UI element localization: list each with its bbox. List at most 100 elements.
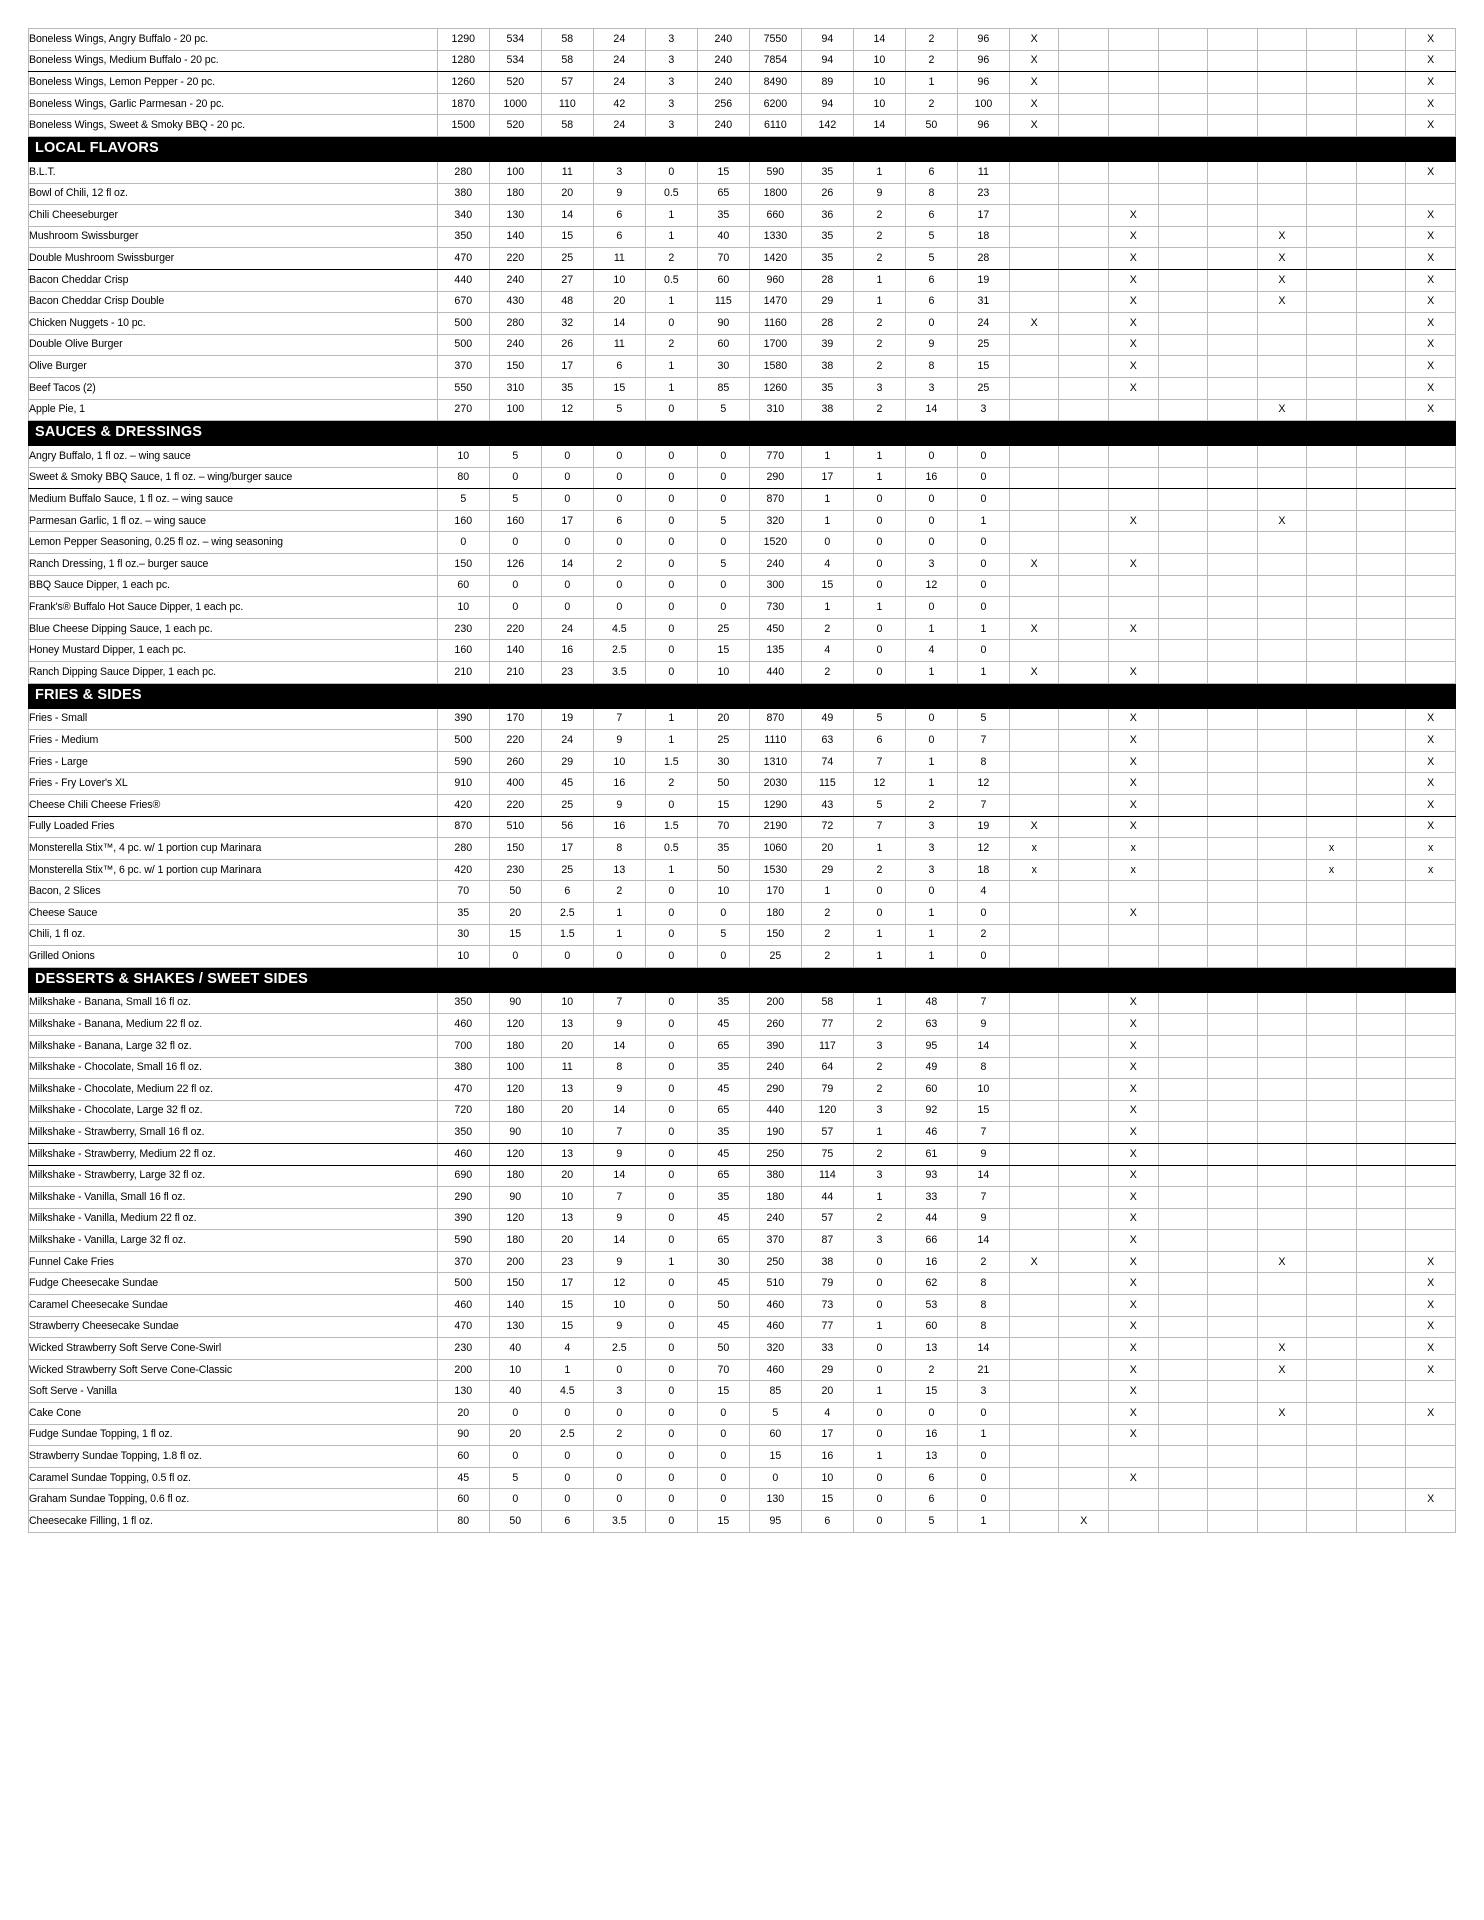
allergen-empty	[1355, 1294, 1407, 1317]
nutrient-value: 20	[696, 707, 750, 731]
allergen-empty	[1008, 1488, 1060, 1511]
nutrient-value: 45	[696, 1272, 750, 1296]
nutrient-value: 240	[696, 71, 750, 94]
allergen-empty	[1058, 333, 1110, 357]
allergen-empty	[1008, 596, 1060, 619]
allergen-empty	[1108, 182, 1159, 206]
nutrient-value: 0	[644, 1358, 698, 1382]
table-row: Double Mushroom Swissburger 470 220 25 11 2 70…	[28, 247, 1456, 270]
allergen-empty	[1058, 49, 1110, 73]
allergen-mark: X	[1108, 901, 1159, 925]
nutrient-value: 65	[696, 182, 750, 206]
allergen-empty	[1207, 923, 1258, 947]
nutrient-value: 260	[748, 1013, 802, 1036]
nutrient-value: 30	[696, 355, 750, 378]
nutrient-value: 1310	[748, 750, 802, 774]
allergen-mark: X	[1008, 617, 1060, 641]
allergen-empty	[1108, 466, 1159, 490]
allergen-empty	[1306, 268, 1357, 292]
nutrient-value: 1	[956, 661, 1010, 684]
allergen-empty	[1256, 1423, 1308, 1447]
nutrient-value: 210	[436, 661, 490, 684]
allergen-empty	[1405, 1229, 1456, 1252]
nutrient-value: 96	[956, 71, 1010, 94]
nutrient-value: 150	[488, 837, 542, 860]
allergen-empty	[1058, 1164, 1110, 1188]
nutrient-value: 65	[696, 1034, 750, 1058]
nutrient-value: 0	[696, 1402, 750, 1425]
allergen-mark: X	[1008, 92, 1060, 116]
item-name: Sweet & Smoky BBQ Sauce, 1 fl oz. – wing…	[28, 466, 438, 490]
nutrient-value: 13	[904, 1337, 958, 1360]
nutrient-value: 0	[540, 445, 594, 468]
nutrient-value: 5	[488, 1466, 542, 1490]
nutrient-value: 70	[696, 1358, 750, 1382]
allergen-empty	[1355, 247, 1407, 270]
allergen-empty	[1157, 1186, 1209, 1209]
allergen-empty	[1306, 509, 1357, 533]
nutrient-value: 23	[956, 182, 1010, 206]
nutrient-value: 120	[488, 1078, 542, 1101]
nutrient-value: 2	[852, 225, 906, 249]
allergen-empty	[1207, 945, 1258, 968]
nutrient-value: 0	[696, 596, 750, 619]
table-row: Wicked Strawberry Soft Serve Cone-Swirl 2…	[28, 1337, 1456, 1360]
allergen-empty	[1207, 92, 1258, 116]
table-row: Monsterella Stix™, 4 pc. w/ 1 portion cu…	[28, 837, 1456, 860]
nutrient-value: 0	[904, 596, 958, 619]
allergen-empty	[1306, 901, 1357, 925]
allergen-mark: X	[1405, 333, 1456, 357]
nutrient-value: 1.5	[540, 923, 594, 947]
nutrient-value: 14	[852, 114, 906, 137]
allergen-empty	[1355, 488, 1407, 511]
section-header-row: LOCAL FLAVORS	[28, 135, 1456, 162]
item-name: Bacon Cheddar Crisp Double	[28, 290, 438, 314]
allergen-empty	[1058, 729, 1110, 752]
allergen-empty	[1207, 531, 1258, 555]
allergen-empty	[1108, 160, 1159, 184]
allergen-mark: X	[1405, 114, 1456, 137]
allergen-empty	[1355, 290, 1407, 314]
allergen-empty	[1058, 268, 1110, 292]
nutrient-value: 1	[904, 901, 958, 925]
nutrient-value: 120	[488, 1013, 542, 1036]
allergen-empty	[1306, 596, 1357, 619]
nutrient-value: 260	[488, 750, 542, 774]
nutrient-value: 0	[644, 1121, 698, 1144]
allergen-mark: X	[1058, 1510, 1110, 1533]
allergen-empty	[1355, 991, 1407, 1015]
nutrient-value: 3	[644, 71, 698, 94]
nutrient-value: 7	[592, 707, 646, 731]
nutrient-value: 660	[748, 204, 802, 227]
nutrient-value: 2	[800, 945, 854, 968]
table-row: Milkshake - Vanilla, Medium 22 fl oz. 390…	[28, 1207, 1456, 1231]
allergen-empty	[1008, 182, 1060, 206]
nutrient-value: 2190	[748, 815, 802, 839]
allergen-empty	[1306, 355, 1357, 378]
nutrient-value: 50	[696, 858, 750, 882]
nutrient-value: 10	[436, 945, 490, 968]
allergen-empty	[1306, 1164, 1357, 1188]
nutrient-value: 17	[540, 1272, 594, 1296]
nutrient-value: 30	[696, 1250, 750, 1274]
allergen-empty	[1306, 92, 1357, 116]
item-name: Milkshake - Banana, Small 16 fl oz.	[28, 991, 438, 1015]
nutrient-value: 23	[540, 661, 594, 684]
item-name: Graham Sundae Topping, 0.6 fl oz.	[28, 1488, 438, 1511]
nutrient-value: 24	[956, 312, 1010, 335]
allergen-mark: X	[1108, 1466, 1159, 1490]
nutrient-value: 380	[436, 182, 490, 206]
nutrient-value: 9	[956, 1207, 1010, 1231]
allergen-empty	[1157, 1358, 1209, 1382]
nutrient-value: 25	[956, 333, 1010, 357]
table-body: Boneless Wings, Angry Buffalo - 20 pc. 12…	[28, 28, 1456, 1533]
nutrient-value: 14	[904, 398, 958, 422]
nutrient-value: 1	[800, 488, 854, 511]
nutrient-value: 2	[852, 1013, 906, 1036]
nutrient-value: 450	[748, 617, 802, 641]
nutrient-value: 94	[800, 92, 854, 116]
allergen-empty	[1157, 1034, 1209, 1058]
item-name: Fries - Small	[28, 707, 438, 731]
allergen-mark: X	[1405, 750, 1456, 774]
nutrient-value: 0	[592, 1358, 646, 1382]
